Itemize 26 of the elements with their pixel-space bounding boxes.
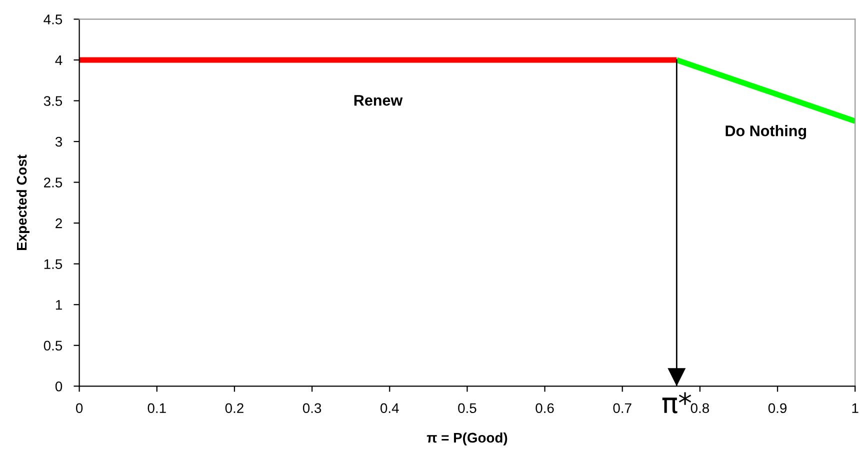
y-axis-title: Expected Cost xyxy=(16,154,30,250)
ref-line-label: π* xyxy=(662,392,692,414)
y-tick-label: 0 xyxy=(55,382,62,392)
y-tick-label: 0.5 xyxy=(44,340,62,351)
x-tick-label: 0 xyxy=(76,403,83,414)
y-tick-label: 3.5 xyxy=(44,96,62,106)
x-tick-label: 0.4 xyxy=(380,403,399,414)
x-tick-label: 0.3 xyxy=(302,403,322,414)
x-axis-title: π = P(Good) xyxy=(426,432,508,446)
text: Renew xyxy=(354,95,403,106)
y-tick-label: 1.5 xyxy=(44,259,62,270)
x-tick-label: 0.5 xyxy=(458,403,476,414)
y-tick-label: 3 xyxy=(55,136,62,147)
x-tick-label: 0.1 xyxy=(148,403,166,414)
series-label: Do Nothing xyxy=(726,125,806,140)
y-tick-label: 2 xyxy=(56,218,62,228)
x-tick-label: 1 xyxy=(852,403,858,413)
y-tick-label: 1 xyxy=(56,300,62,310)
x-tick-label: 0.8 xyxy=(690,403,709,414)
y-tick-label: 2.5 xyxy=(44,178,62,188)
y-tick-label: 4.5 xyxy=(44,14,62,24)
x-tick-label: 0.6 xyxy=(536,403,554,414)
x-tick-label: 0.7 xyxy=(613,403,632,414)
y-tick-label: 4 xyxy=(55,55,62,65)
x-tick-label: 0.9 xyxy=(768,403,787,414)
x-tick-label: 0.2 xyxy=(225,403,244,414)
